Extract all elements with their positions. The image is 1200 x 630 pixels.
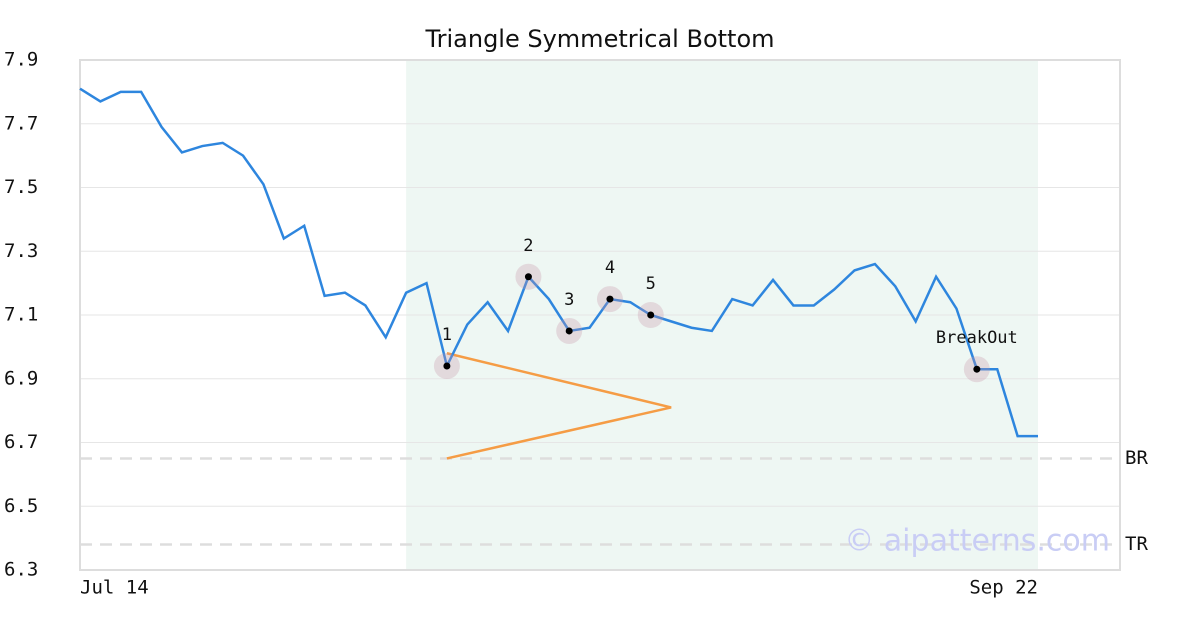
y-tick-label: 6.9 [4, 367, 38, 389]
price-line [79, 87, 1038, 438]
x-tick-label: Jul 14 [80, 577, 149, 599]
y-tick-label: 7.1 [4, 304, 38, 326]
watermark: © aipatterns.com [844, 524, 1110, 559]
y-tick-label: 7.5 [4, 176, 38, 198]
x-tick-label: Sep 22 [969, 577, 1038, 599]
marker-label: 5 [646, 274, 656, 294]
marker-label: 2 [523, 236, 533, 256]
y-tick-label: 7.7 [4, 112, 38, 134]
marker-label: 3 [564, 290, 574, 310]
marker-label: BreakOut [936, 328, 1018, 348]
marker-label: 4 [605, 258, 615, 278]
marker-dot [647, 311, 655, 319]
y-tick-label: 7.9 [4, 49, 38, 71]
marker-label: 1 [442, 325, 452, 345]
y-tick-label: 6.3 [4, 559, 38, 581]
marker-dot [565, 327, 573, 335]
triangle-line [446, 352, 672, 460]
level-label: TR [1125, 533, 1148, 555]
marker-dot [443, 362, 451, 370]
plot-frame [79, 59, 1121, 571]
y-tick-label: 6.5 [4, 495, 38, 517]
y-tick-label: 6.7 [4, 431, 38, 453]
level-label: BR [1125, 447, 1148, 469]
marker-dot [973, 365, 981, 373]
marker-dot [606, 295, 614, 303]
marker-dot [524, 273, 532, 281]
chart-title: Triangle Symmetrical Bottom [424, 25, 774, 53]
y-tick-label: 7.3 [4, 240, 38, 262]
